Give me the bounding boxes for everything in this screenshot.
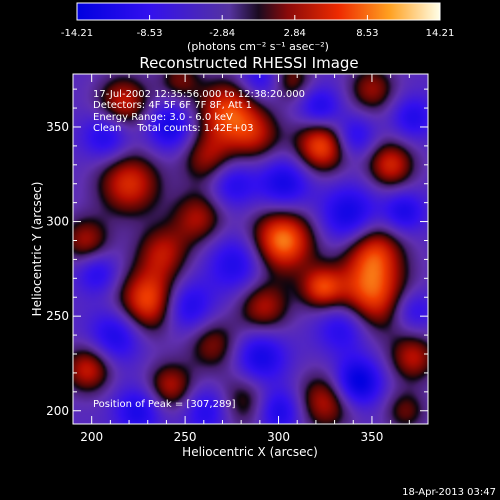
peak-position-label: Position of Peak = [307,289] xyxy=(93,399,236,410)
y-tick-label: 250 xyxy=(46,309,69,323)
heatmap-image xyxy=(73,74,428,424)
colorbar-tick-label: -8.53 xyxy=(137,28,163,39)
y-tick-label: 200 xyxy=(46,404,69,418)
axes: 200 250 300 350 200 250 300 350 xyxy=(46,74,429,444)
colorbar-tick-label: -14.21 xyxy=(61,28,93,39)
colorbar-tick-label: -2.84 xyxy=(209,28,235,39)
annotation-clean-counts: Clean Total counts: 1.42E+03 xyxy=(93,123,253,134)
annotation-detectors: Detectors: 4F 5F 6F 7F 8F, Att 1 xyxy=(93,100,252,111)
image-annotations: 17-Jul-2002 12:35:56.000 to 12:38:20.000… xyxy=(93,89,305,410)
colorbar-tick-label: 14.21 xyxy=(426,28,455,39)
y-tick-label: 350 xyxy=(46,120,69,134)
x-tick-label: 250 xyxy=(174,430,197,444)
colorbar-tick-label: 8.53 xyxy=(356,28,378,39)
y-tick-label: 300 xyxy=(46,215,69,229)
annotation-time-range: 17-Jul-2002 12:35:56.000 to 12:38:20.000 xyxy=(93,89,305,100)
x-axis-label: Heliocentric X (arcsec) xyxy=(182,445,318,459)
colorbar-gradient xyxy=(76,2,441,21)
y-axis-label: Heliocentric Y (arcsec) xyxy=(30,182,44,317)
x-tick-label: 350 xyxy=(360,430,383,444)
colorbar-tick-label: 2.84 xyxy=(284,28,306,39)
x-tick-label: 200 xyxy=(80,430,103,444)
colorbar: -14.21 -8.53 -2.84 2.84 8.53 14.21 (photons c… xyxy=(61,2,454,53)
colorbar-units: (photons cm⁻² s⁻¹ asec⁻²) xyxy=(187,40,329,53)
colorbar-ticks: -14.21 -8.53 -2.84 2.84 8.53 14.21 xyxy=(61,15,454,39)
x-tick-label: 300 xyxy=(267,430,290,444)
footer-timestamp: 18-Apr-2013 03:47 xyxy=(402,487,496,498)
heatmap-frame xyxy=(72,73,429,425)
chart-title: Reconstructed RHESSI Image xyxy=(139,54,358,72)
annotation-energy-range: Energy Range: 3.0 - 6.0 keV xyxy=(93,112,233,123)
